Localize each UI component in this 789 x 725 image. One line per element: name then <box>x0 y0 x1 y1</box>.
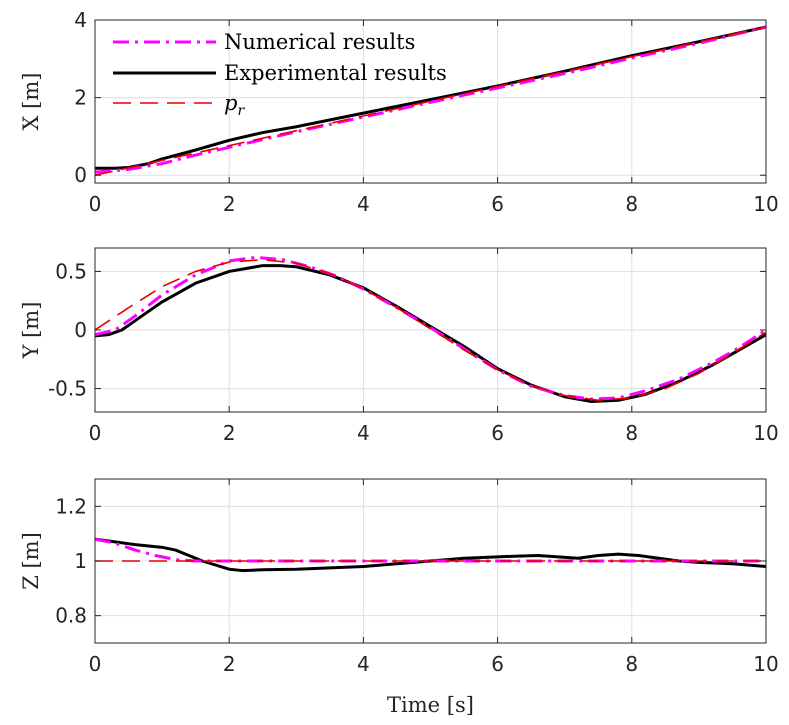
legend-label-3: pr <box>224 91 245 119</box>
subplot-1-ylabel: X [m] <box>19 73 43 131</box>
subplot-2-xtick-label-4: 8 <box>625 421 638 445</box>
subplot-2-xtick-label-3: 6 <box>491 421 504 445</box>
legend-label-1: Numerical results <box>224 30 415 54</box>
subplot-1-axes-box <box>94 19 767 184</box>
subplot-1-ytick-label-1: 2 <box>74 86 87 110</box>
subplot-1-xtick-label-1: 2 <box>223 192 236 216</box>
subplot-x-position: 0 2 4 6 8 10 0 2 4 X [m] Numerical results Experime… <box>19 8 779 216</box>
subplot-3-xtick-label-1: 2 <box>223 652 236 676</box>
subplot-3-ytick-label-1: 1 <box>74 549 87 573</box>
subplot-2-series-p-r <box>95 258 766 402</box>
subplot-3-xlabel: Time [s] <box>387 693 474 717</box>
subplot-3-xtick-label-2: 4 <box>357 652 370 676</box>
subplot-1-ytick-label-0: 0 <box>74 163 87 187</box>
subplot-2-xtick-label-5: 10 <box>753 421 778 445</box>
subplot-2-xtick-label-1: 2 <box>223 421 236 445</box>
subplot-1-series-p-r <box>95 26 766 177</box>
subplot-z-position: 0 2 4 6 8 10 1.2 1 0.8 Z [m] Time [s] <box>19 478 779 717</box>
subplot-2-ylabel: Y [m] <box>19 302 43 360</box>
subplot-1-ytick-label-2: 4 <box>74 8 87 32</box>
subplot-3-xtick-label-3: 6 <box>491 652 504 676</box>
subplot-1-xtick-label-3: 6 <box>491 192 504 216</box>
subplot-2-ytick-label-2: -0.5 <box>48 377 87 401</box>
subplot-y-position: 0 2 4 6 8 100.50-0.5Y [m] <box>19 247 779 445</box>
subplot-1-xtick-label-0: 0 <box>89 192 102 216</box>
subplot-2-xtick-label-0: 0 <box>89 421 102 445</box>
subplot-2-ytick-label-0: 0.5 <box>55 259 87 283</box>
subplot-2-ytick-label-1: 0 <box>74 318 87 342</box>
subplot-2-series-numerical-results <box>95 255 766 401</box>
subplot-3-ytick-label-0: 1.2 <box>55 494 87 518</box>
subplot-3-xtick-label-0: 0 <box>89 652 102 676</box>
subplot-3-ylabel: Z [m] <box>19 532 43 590</box>
legend-label-2: Experimental results <box>224 61 447 85</box>
subplot-3-xtick-label-5: 10 <box>753 652 778 676</box>
subplot-1-xtick-label-4: 8 <box>625 192 638 216</box>
legend: Numerical results Experimental results pr <box>113 30 447 119</box>
subplot-3-xtick-label-4: 8 <box>625 652 638 676</box>
subplot-3-ytick-label-2: 0.8 <box>55 604 87 628</box>
subplot-1-xtick-label-5: 10 <box>753 192 778 216</box>
subplot-1-series-numerical-results <box>95 25 766 174</box>
subplot-2-xtick-label-2: 4 <box>357 421 370 445</box>
subplot-1-xtick-label-2: 4 <box>357 192 370 216</box>
